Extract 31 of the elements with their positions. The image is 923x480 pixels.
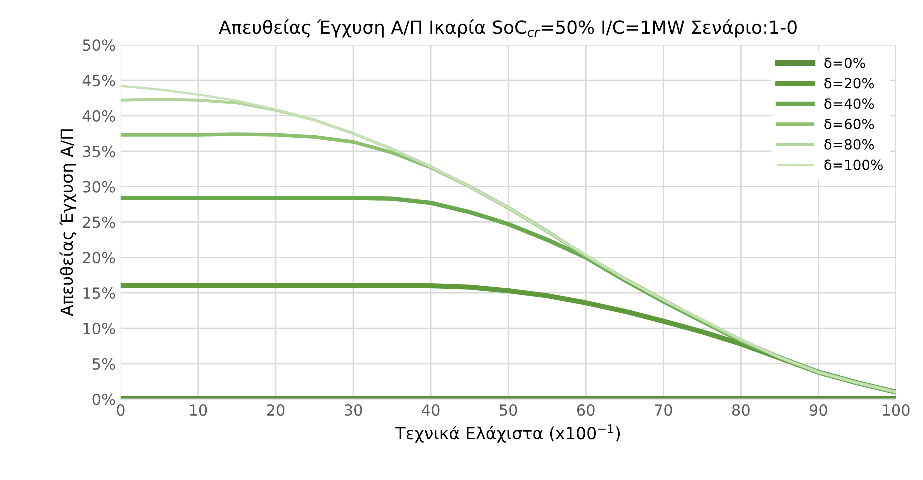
y-tick-label: 5% xyxy=(92,358,116,370)
y-tick-label: 20% xyxy=(83,252,116,264)
x-tick-label: 60 xyxy=(577,404,595,416)
x-tick-label: 100 xyxy=(883,404,910,416)
x-tick-label: 40 xyxy=(422,404,440,416)
y-tick-label: 0% xyxy=(92,394,116,406)
legend-label: δ=40% xyxy=(824,98,874,110)
x-tick-label: 70 xyxy=(655,404,672,416)
y-tick-label: 40% xyxy=(82,110,116,122)
y-axis-title: Απευθείας Έγχυση Α/Π xyxy=(60,130,77,316)
y-tick-label: 25% xyxy=(83,216,116,228)
y-tick-label: 45% xyxy=(82,75,116,87)
x-tick-label: 30 xyxy=(344,404,362,416)
y-tick-label: 10% xyxy=(84,322,116,335)
x-tick-label: 10 xyxy=(190,404,208,416)
y-tick-label: 50% xyxy=(83,40,116,52)
legend-label: δ=80% xyxy=(824,139,874,150)
legend-label: δ=20% xyxy=(824,78,874,89)
x-axis-title: Τεχνικά Ελάχιστα (x100$^{−1}$) xyxy=(396,424,620,443)
y-tick-label: 15% xyxy=(84,288,116,300)
x-tick-label: 50 xyxy=(500,404,518,416)
legend-label: δ=60% xyxy=(824,119,874,130)
chart-title: Απευθείας Έγχυση Α/Π Ικαρία SoC$_{cr}$=50% I/C=1MW Σενάριο:1-0 xyxy=(219,20,797,38)
legend-label: δ=0% xyxy=(824,58,866,68)
x-tick-label: 20 xyxy=(267,404,285,416)
y-tick-label: 30% xyxy=(83,181,116,193)
y-tick-label: 35% xyxy=(83,146,116,158)
x-tick-label: 80 xyxy=(732,404,750,416)
legend-label: δ=100% xyxy=(824,160,883,170)
x-tick-label: 90 xyxy=(810,404,828,416)
x-tick-label: 0 xyxy=(117,404,125,416)
